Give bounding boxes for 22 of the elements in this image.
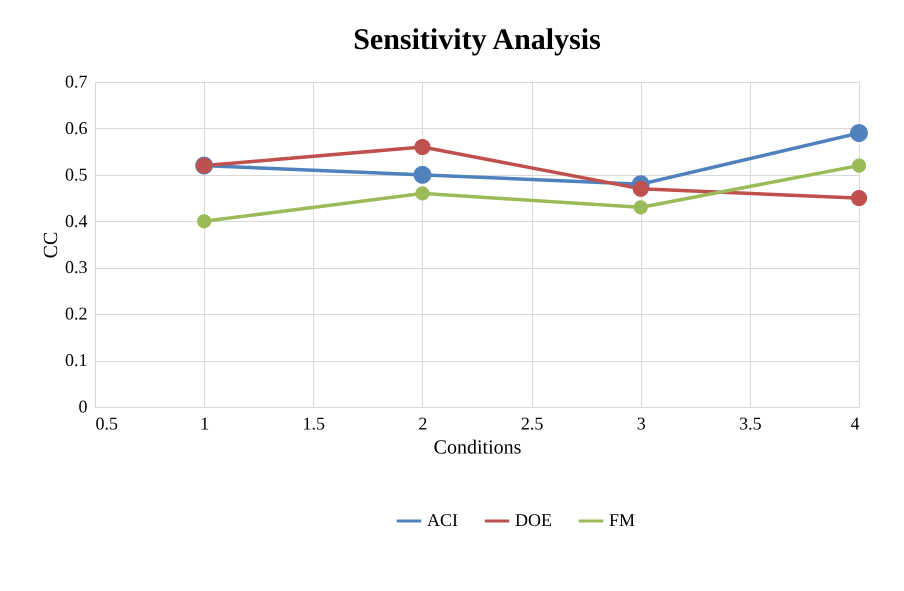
- y-tick-label: 0: [78, 396, 88, 416]
- y-tick-label: 0.2: [65, 304, 88, 324]
- y-tick-label: 0.4: [65, 210, 88, 231]
- chart-title: Sensitivity Analysis: [353, 23, 601, 56]
- x-axis-title: Conditions: [434, 436, 522, 458]
- legend-label: ACI: [427, 510, 458, 530]
- x-tick-label: 4: [850, 414, 860, 434]
- x-tick-label: 1.5: [302, 414, 326, 434]
- x-tick-label: 3.5: [739, 414, 762, 434]
- x-tick-label: 3: [636, 414, 646, 434]
- y-tick-label: 0.1: [65, 350, 88, 370]
- x-tick-label: 2.5: [520, 414, 544, 434]
- y-tick-label: 0.5: [65, 164, 88, 184]
- y-tick-label: 0.7: [65, 72, 88, 92]
- y-axis-title: CC: [40, 232, 62, 258]
- y-tick-label: 0.6: [65, 118, 88, 138]
- legend-label: DOE: [515, 510, 552, 530]
- x-tick-label: 2: [418, 414, 428, 434]
- x-tick-label: 0.5: [96, 414, 118, 434]
- legend-label: FM: [609, 510, 636, 530]
- x-tick-label: 1: [200, 414, 210, 434]
- y-tick-label: 0.3: [65, 257, 88, 278]
